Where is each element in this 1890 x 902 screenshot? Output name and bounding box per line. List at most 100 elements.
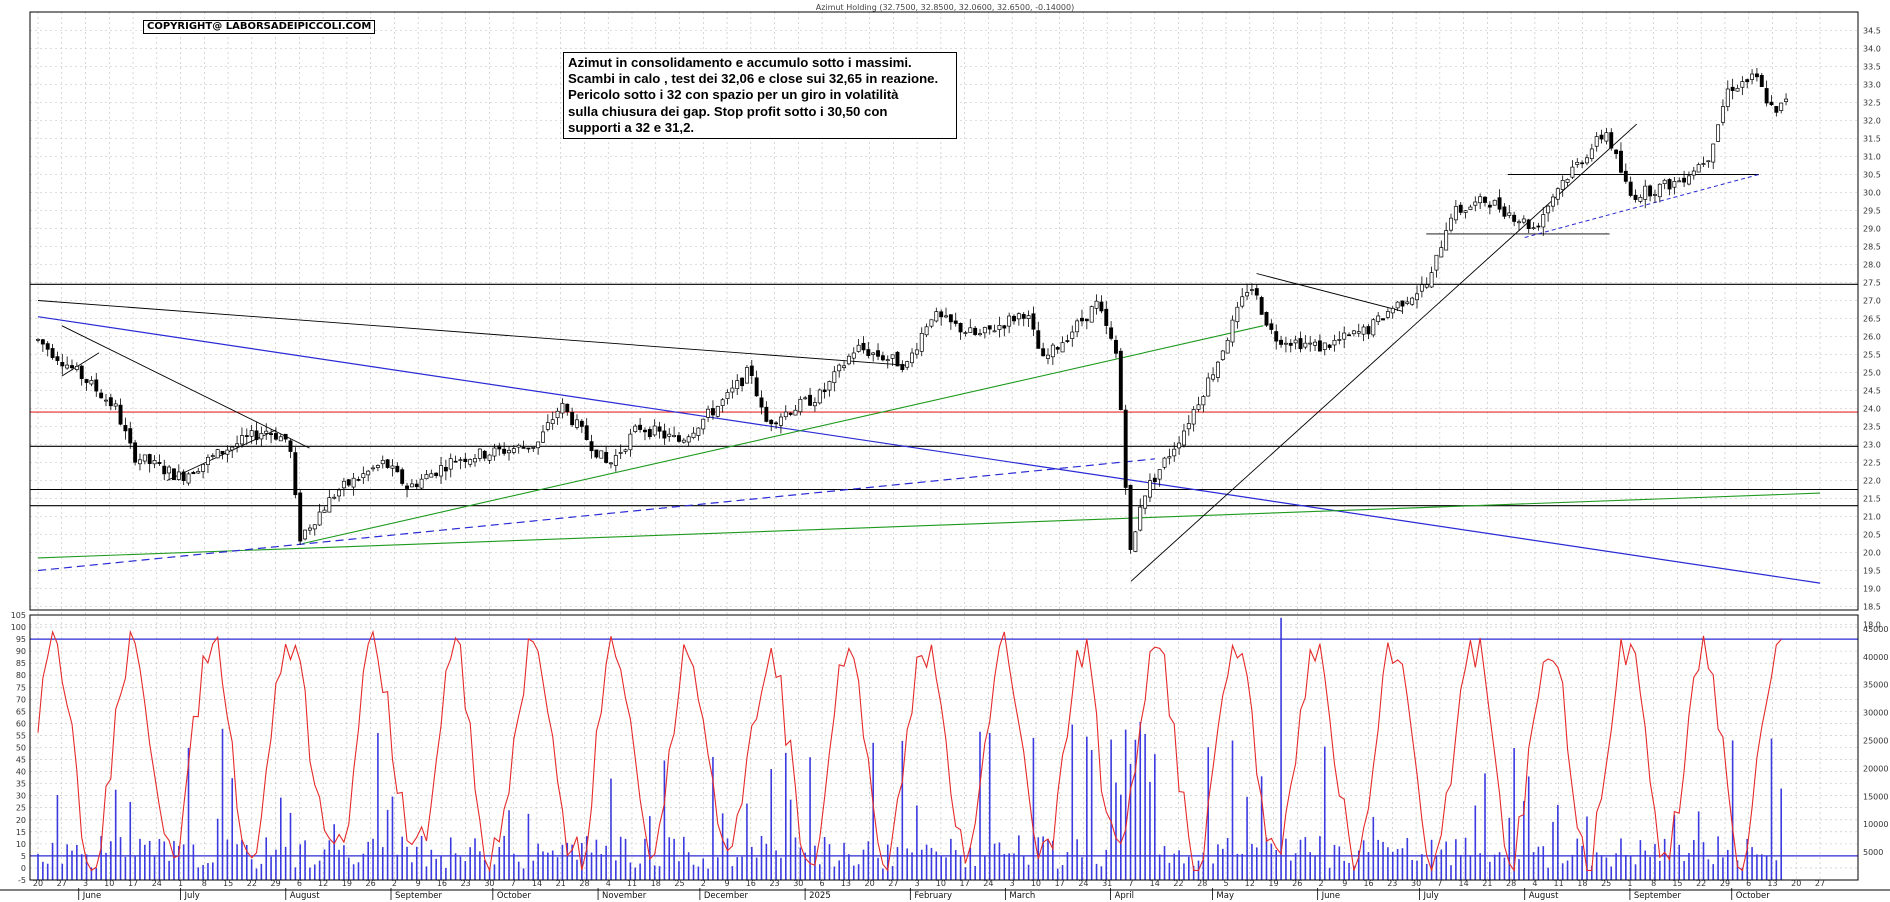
volume-bar [1668, 855, 1671, 880]
candle-body [1779, 102, 1784, 111]
month-label: August [1529, 891, 1559, 901]
candle-body [1381, 318, 1385, 321]
candle-body [283, 433, 288, 440]
volume-bar [464, 861, 467, 880]
volume-bar [139, 838, 141, 880]
day-tick-label: 20 [1791, 879, 1801, 888]
price-tick-label: 34.0 [1863, 45, 1881, 54]
volume-bar [561, 844, 564, 880]
candle-body [856, 344, 861, 352]
volume-bar [1319, 836, 1321, 880]
candle-body [1478, 196, 1483, 204]
volume-bar [1455, 839, 1457, 880]
candle-body [1181, 430, 1186, 446]
day-tick-label: 8 [1651, 879, 1656, 888]
day-tick-label: 26 [1292, 879, 1302, 888]
candle-body [1084, 318, 1089, 322]
candle-body [1419, 284, 1424, 292]
volume-bar [911, 852, 913, 880]
candle-body [1560, 180, 1565, 190]
day-tick-label: 3 [1010, 879, 1015, 888]
candle-body [589, 441, 594, 452]
candle-body [720, 399, 725, 406]
candle-body [1638, 196, 1643, 202]
candle-body [419, 478, 424, 489]
candle-body [1371, 319, 1376, 336]
volume-bar [542, 851, 544, 880]
candle-body [497, 445, 502, 450]
volume-bar [1056, 868, 1059, 880]
candle-body [1575, 161, 1580, 165]
candle-body [1546, 205, 1551, 214]
price-tick-label: 25.0 [1863, 369, 1881, 378]
volume-bar [1445, 841, 1447, 880]
volume-bar [1639, 840, 1642, 880]
candle-body [1351, 330, 1356, 335]
oscillator-tick-label: 0 [21, 864, 26, 873]
candle-body [45, 343, 50, 350]
candle-body [113, 403, 118, 407]
volume-bar [1561, 863, 1564, 880]
candle-body [1138, 506, 1143, 531]
day-tick-label: 21 [556, 879, 566, 888]
volume-bar [1188, 856, 1190, 880]
volume-bar [372, 838, 374, 880]
trendlines [37, 123, 1821, 584]
candle-body [1769, 101, 1774, 106]
candle-body [599, 450, 604, 459]
volume-bar [1518, 859, 1520, 880]
volume-bar [1105, 849, 1108, 880]
price-tick-label: 24.0 [1863, 405, 1881, 414]
volume-bar [959, 855, 962, 880]
day-tick-label: 22 [247, 879, 257, 888]
volume-bar [173, 840, 175, 880]
candle-body [463, 458, 468, 463]
volume-bar [862, 849, 865, 880]
price-tick-label: 18.5 [1863, 603, 1881, 612]
oscillator-tick-label: 105 [11, 611, 26, 620]
volume-bar [1018, 835, 1020, 880]
candle-body [609, 462, 613, 465]
oscillator-tick-label: 85 [16, 659, 26, 668]
volume-bar [945, 857, 947, 880]
volume-bar [605, 845, 607, 880]
candle-body [142, 454, 147, 462]
volume-bar [1100, 866, 1103, 880]
candle-body [837, 364, 842, 372]
day-tick-label: 16 [746, 879, 756, 888]
volume-bar [1323, 746, 1326, 880]
volume-bar [148, 840, 151, 880]
candle-body [1317, 340, 1322, 352]
volume-bar [338, 849, 340, 880]
volume-bar [799, 847, 802, 880]
candle-body [1483, 196, 1487, 203]
day-tick-label: 20 [865, 879, 875, 888]
candle-body [1007, 315, 1012, 327]
volume-bar [197, 867, 200, 880]
candle-body [307, 527, 312, 531]
candle-body [740, 377, 745, 387]
volume-bar [1226, 838, 1229, 880]
volume-bar [396, 854, 399, 880]
price-tick-label: 28.5 [1863, 243, 1881, 252]
candle-body [1279, 339, 1284, 345]
candle-body [210, 455, 215, 457]
candle-body [710, 408, 715, 416]
candle-body [1041, 348, 1046, 357]
candle-body [545, 422, 550, 430]
volume-bar [85, 854, 88, 880]
volume-bar [1251, 843, 1253, 880]
candle-body [1114, 339, 1118, 354]
candle-body [584, 425, 589, 441]
oscillator-tick-label: 75 [16, 683, 26, 692]
candle-body [1628, 181, 1633, 196]
volume-bar [46, 863, 49, 880]
volume-bar [522, 868, 525, 880]
candle-body [1303, 342, 1308, 348]
day-tick-label: 11 [627, 879, 637, 888]
month-label: August [290, 891, 320, 901]
candle-body [890, 354, 895, 359]
candle-body [1589, 148, 1594, 159]
candle-body [1094, 300, 1099, 309]
